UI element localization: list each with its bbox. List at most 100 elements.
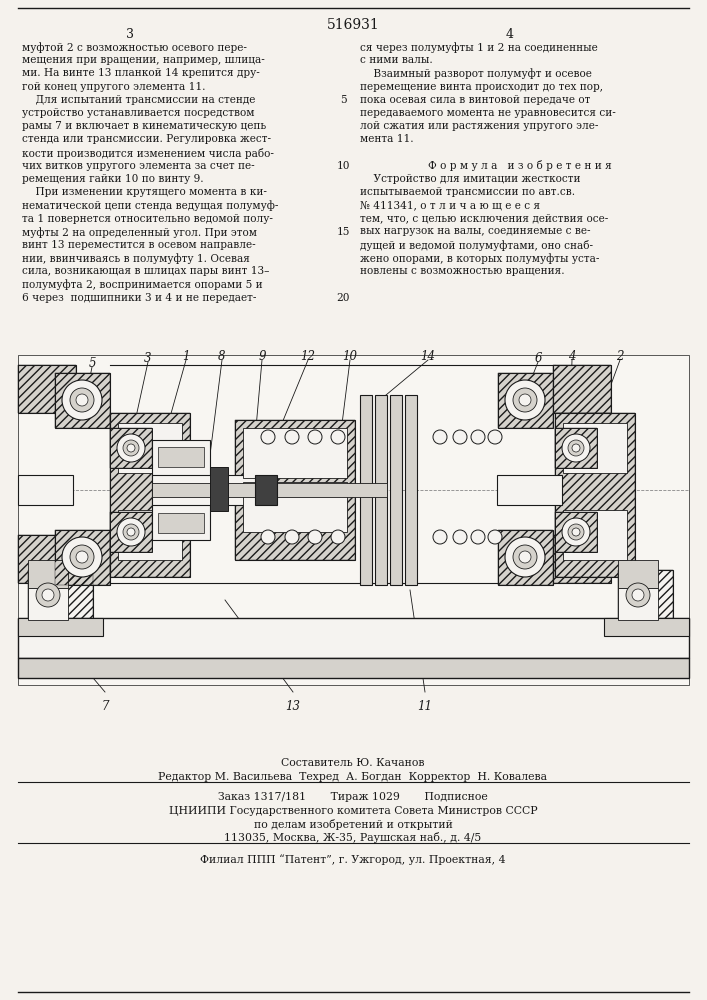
Circle shape [331, 530, 345, 544]
Bar [28, 570, 93, 618]
Circle shape [70, 545, 94, 569]
Text: 4: 4 [506, 28, 514, 41]
Circle shape [471, 530, 485, 544]
Text: 1: 1 [182, 350, 189, 363]
Text: стенда или трансмиссии. Регулировка жест-: стенда или трансмиссии. Регулировка жест… [22, 134, 271, 144]
Bar [110, 512, 152, 552]
Text: 10: 10 [337, 161, 350, 171]
Bar [55, 530, 110, 585]
Circle shape [433, 430, 447, 444]
Text: Устройство для имитации жесткости: Устройство для имитации жесткости [360, 174, 580, 184]
Circle shape [572, 444, 580, 452]
Circle shape [513, 388, 537, 412]
Circle shape [261, 430, 275, 444]
Text: испытываемой трансмиссии по авт.св.: испытываемой трансмиссии по авт.св. [360, 187, 575, 197]
Circle shape [568, 524, 584, 540]
Text: мента 11.: мента 11. [360, 134, 414, 144]
Bar [555, 428, 597, 468]
Circle shape [76, 394, 88, 406]
Text: та 1 повернется относительно ведомой полу-: та 1 повернется относительно ведомой пол… [22, 214, 273, 224]
Bar [618, 588, 658, 620]
Text: 14: 14 [421, 350, 436, 363]
Bar [390, 395, 402, 585]
Text: пока осевая сила в винтовой передаче от: пока осевая сила в винтовой передаче от [360, 95, 590, 105]
Bar [563, 423, 627, 473]
Bar [360, 395, 372, 585]
Bar [152, 483, 387, 497]
Text: рамы 7 и включает в кинематическую цепь: рамы 7 и включает в кинематическую цепь [22, 121, 267, 131]
Bar [110, 428, 152, 468]
Circle shape [70, 388, 94, 412]
Text: 7: 7 [101, 700, 109, 713]
Text: сила, возникающая в шлицах пары винт 13–: сила, возникающая в шлицах пары винт 13– [22, 266, 269, 276]
Text: перемещение винта происходит до тех пор,: перемещение винта происходит до тех пор, [360, 82, 603, 92]
Text: 13: 13 [286, 700, 300, 713]
Text: 3: 3 [144, 352, 152, 365]
Bar [243, 428, 347, 478]
Bar [553, 535, 611, 583]
Text: нематической цепи стенда ведущая полумуф-: нематической цепи стенда ведущая полумуф… [22, 200, 279, 211]
Bar [152, 475, 262, 505]
Bar [110, 413, 190, 577]
Bar [235, 420, 355, 560]
Text: 15: 15 [337, 227, 350, 237]
Circle shape [331, 430, 345, 444]
Circle shape [562, 518, 590, 546]
Bar [243, 482, 347, 532]
Bar [28, 588, 68, 620]
Text: Филиал ППП “Патент”, г. Ужгород, ул. Проектная, 4: Филиал ППП “Патент”, г. Ужгород, ул. Про… [200, 854, 506, 865]
Text: 3: 3 [126, 28, 134, 41]
Bar [55, 530, 110, 585]
Bar [555, 512, 597, 552]
Circle shape [117, 518, 145, 546]
Bar [18, 365, 76, 413]
Text: винт 13 переместится в осевом направле-: винт 13 переместится в осевом направле- [22, 240, 256, 250]
Circle shape [62, 380, 102, 420]
Circle shape [632, 589, 644, 601]
Bar [18, 535, 76, 583]
Text: ся через полумуфты 1 и 2 на соединенные: ся через полумуфты 1 и 2 на соединенные [360, 42, 597, 53]
Bar [28, 570, 93, 618]
Text: 12: 12 [300, 350, 315, 363]
Bar [18, 658, 689, 678]
Text: 8: 8 [218, 350, 226, 363]
Circle shape [123, 524, 139, 540]
Circle shape [519, 551, 531, 563]
Circle shape [127, 528, 135, 536]
Text: жено опорами, в которых полумуфты уста-: жено опорами, в которых полумуфты уста- [360, 253, 600, 264]
Text: 113035, Москва, Ж-35, Раушская наб., д. 4/5: 113035, Москва, Ж-35, Раушская наб., д. … [224, 832, 481, 843]
Text: с ними валы.: с ними валы. [360, 55, 433, 65]
Bar [55, 373, 110, 428]
Text: ми. На винте 13 планкой 14 крепится дру-: ми. На винте 13 планкой 14 крепится дру- [22, 68, 259, 78]
Circle shape [308, 530, 322, 544]
Bar [18, 535, 76, 583]
Text: муфты 2 на определенный угол. При этом: муфты 2 на определенный угол. При этом [22, 227, 257, 238]
Bar [555, 413, 635, 577]
Text: 9: 9 [258, 350, 266, 363]
Circle shape [453, 430, 467, 444]
Circle shape [62, 537, 102, 577]
Bar [498, 530, 553, 585]
Bar [553, 365, 611, 413]
Bar [405, 395, 417, 585]
Circle shape [519, 394, 531, 406]
Bar [553, 365, 611, 413]
Bar [118, 423, 182, 473]
Circle shape [285, 430, 299, 444]
Text: Взаимный разворот полумуфт и осевое: Взаимный разворот полумуфт и осевое [360, 68, 592, 79]
Text: ремещения гайки 10 по винту 9.: ремещения гайки 10 по винту 9. [22, 174, 204, 184]
Circle shape [568, 440, 584, 456]
Circle shape [117, 434, 145, 462]
Bar [375, 395, 387, 585]
Text: Для испытаний трансмиссии на стенде: Для испытаний трансмиссии на стенде [22, 95, 255, 105]
Text: нии, ввинчиваясь в полумуфту 1. Осевая: нии, ввинчиваясь в полумуфту 1. Осевая [22, 253, 250, 264]
Circle shape [488, 530, 502, 544]
Circle shape [42, 589, 54, 601]
Text: вых нагрузок на валы, соединяемые с ве-: вых нагрузок на валы, соединяемые с ве- [360, 226, 590, 236]
Circle shape [308, 430, 322, 444]
Text: муфтой 2 с возможностью осевого пере-: муфтой 2 с возможностью осевого пере- [22, 42, 247, 53]
Text: лой сжатия или растяжения упругого эле-: лой сжатия или растяжения упругого эле- [360, 121, 598, 131]
Bar [553, 535, 611, 583]
Bar [158, 447, 204, 467]
Circle shape [626, 583, 650, 607]
